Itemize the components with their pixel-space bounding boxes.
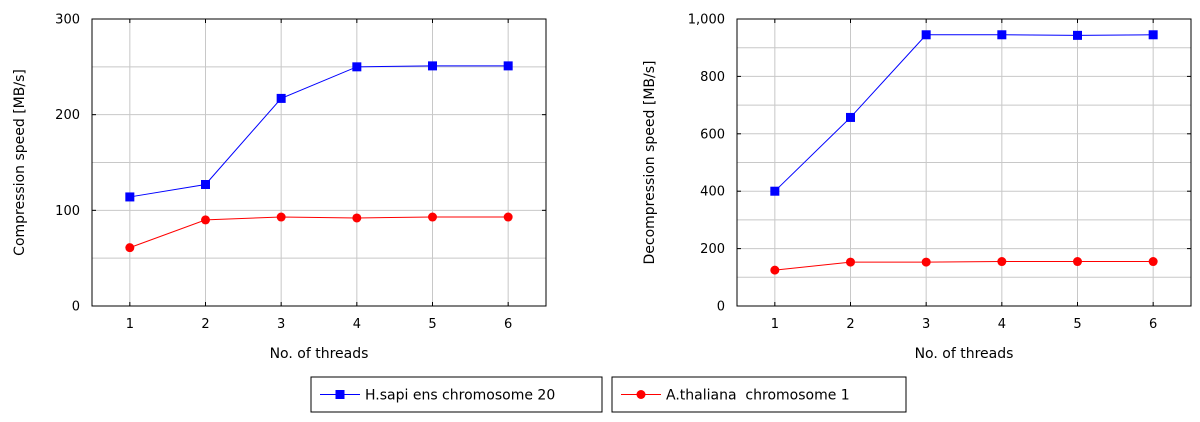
data-point-h-sapiens (352, 62, 362, 72)
plot-frame (736, 18, 1192, 307)
x-tick-label: 4 (998, 317, 1006, 332)
x-tick-label: 4 (353, 317, 361, 332)
y-tick-label: 300 (55, 13, 80, 28)
data-point-a-thaliana (201, 215, 210, 225)
data-point-a-thaliana (352, 213, 362, 223)
legend-marker (335, 390, 345, 399)
x-tick-label: 1 (126, 317, 134, 332)
x-tick-label: 1 (771, 317, 779, 332)
x-tick-label: 5 (1073, 317, 1081, 332)
data-point-a-thaliana (997, 257, 1007, 267)
data-point-h-sapiens (846, 112, 855, 122)
x-tick-label: 3 (277, 317, 285, 332)
x-tick-label: 2 (846, 317, 854, 332)
x-tick-label: 6 (1149, 317, 1157, 332)
data-point-a-thaliana (846, 257, 855, 267)
y-tick-label: 100 (55, 204, 80, 219)
legend-label: H.sapi ens chromosome 20 (365, 388, 555, 404)
data-point-a-thaliana (1148, 257, 1158, 267)
series-line-a-thaliana (774, 261, 1154, 271)
x-axis-label: No. of threads (270, 346, 369, 362)
y-tick-label: 600 (700, 127, 725, 142)
data-point-h-sapiens (276, 93, 286, 103)
data-point-a-thaliana (428, 212, 437, 222)
data-point-h-sapiens (428, 61, 437, 71)
data-point-h-sapiens (1148, 30, 1158, 40)
plot-frame (91, 18, 547, 307)
y-tick-label: 0 (72, 300, 80, 315)
data-point-a-thaliana (276, 212, 286, 222)
data-point-a-thaliana (921, 257, 931, 267)
data-point-a-thaliana (1073, 257, 1082, 267)
data-point-h-sapiens (770, 186, 780, 196)
compression-chart: 1 2 3 4 5 6 0 100 200 300 No. of threads Compressio… (12, 13, 547, 362)
x-tick-label: 5 (428, 317, 436, 332)
data-point-a-thaliana (125, 243, 135, 253)
y-tick-label: 400 (700, 185, 725, 200)
legend-label: A.thaliana chromosome 1 (666, 388, 850, 404)
data-point-h-sapiens (921, 30, 931, 40)
series-line-h-sapiens (129, 65, 509, 198)
x-axis-label: No. of threads (915, 346, 1014, 362)
y-tick-label: 200 (700, 242, 725, 257)
data-point-h-sapiens (997, 30, 1007, 40)
y-axis-label: Decompression speed [MB/s] (642, 61, 658, 265)
data-point-a-thaliana (503, 212, 513, 222)
series-line-a-thaliana (129, 216, 509, 249)
data-point-a-thaliana (770, 265, 780, 275)
data-point-h-sapiens (125, 192, 135, 202)
y-tick-label: 800 (700, 70, 725, 85)
y-tick-label: 1,000 (688, 13, 725, 28)
y-tick-label: 200 (55, 108, 80, 123)
decompression-chart: 1 2 3 4 5 6 0 200 400 600 800 1,000 No. of threads De… (642, 13, 1192, 362)
data-point-h-sapiens (1073, 30, 1082, 40)
x-tick-label: 2 (201, 317, 209, 332)
legend: H.sapi ens chromosome 20 A.thaliana chrom… (310, 376, 907, 413)
y-axis-label: Compression speed [MB/s] (12, 69, 28, 256)
series-line-h-sapiens (774, 34, 1154, 192)
data-point-h-sapiens (503, 61, 513, 71)
y-tick-label: 0 (717, 300, 725, 315)
x-tick-label: 3 (922, 317, 930, 332)
data-point-h-sapiens (201, 180, 210, 190)
x-tick-label: 6 (504, 317, 512, 332)
legend-marker (636, 390, 646, 399)
